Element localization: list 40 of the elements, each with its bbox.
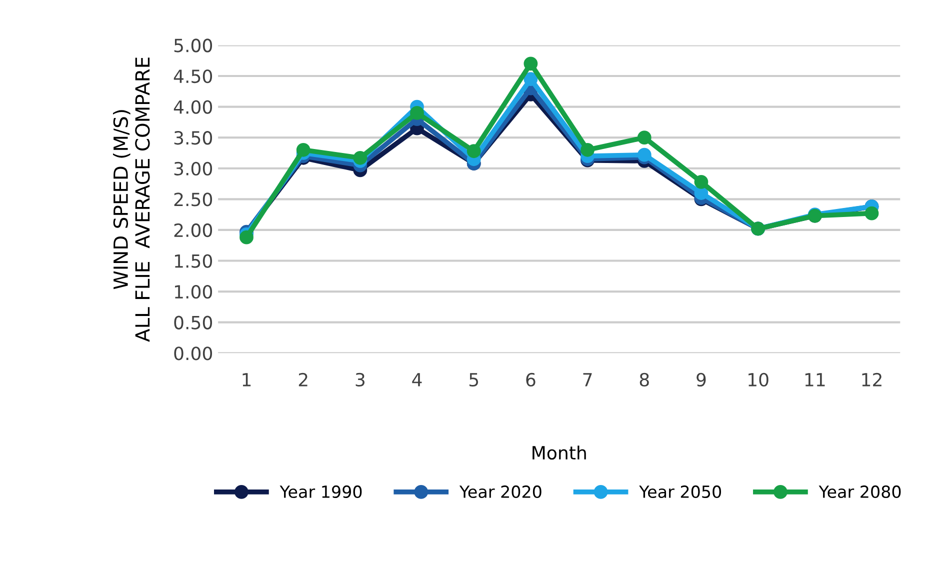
y-tick-label: 1.00 [175, 285, 212, 299]
x-tick-label: 3 [356, 372, 364, 387]
y-tick-label: 5.00 [174, 38, 212, 52]
point [637, 148, 652, 162]
x-tick-label: 6 [526, 372, 536, 387]
y-tick-label: 2.50 [174, 192, 212, 206]
y-tick-label: 3.00 [174, 162, 212, 176]
y-tick-label: 0.50 [174, 316, 212, 330]
y-tick-label: 4.50 [174, 69, 212, 84]
point [296, 142, 310, 157]
y-tick-label: 2.00 [174, 223, 212, 238]
x-tick-label: 5 [470, 373, 478, 387]
point [466, 144, 481, 158]
point [580, 142, 594, 157]
point [524, 72, 538, 86]
point [694, 174, 708, 189]
x-tick-label: 12 [862, 372, 882, 386]
y-axis-title: WIND SPEED (M/S) ALL FLIE AVERAGE COMPARE [113, 58, 150, 342]
legend-label: Year 1990 [280, 485, 362, 498]
legend-label: Year 2080 [818, 485, 901, 498]
y-tick-label: 1.50 [175, 254, 212, 268]
legend-label: Year 2020 [459, 485, 542, 498]
point [864, 206, 879, 220]
y-tick-label: 4.00 [174, 100, 212, 114]
x-axis-title: Month [532, 446, 586, 460]
x-tick-label: 11 [805, 373, 825, 386]
point [524, 56, 538, 71]
point [353, 150, 368, 165]
x-tick-label: 8 [640, 372, 649, 387]
legend-label: Year 2050 [639, 485, 722, 498]
point [637, 130, 652, 145]
point [410, 106, 424, 120]
x-tick-label: 4 [412, 373, 422, 386]
x-tick-label: 2 [298, 372, 308, 386]
y-tick-label: 3.50 [174, 131, 212, 145]
x-tick-label: 7 [583, 373, 592, 386]
x-tick-label: 9 [696, 372, 706, 387]
x-tick-label: 10 [748, 372, 768, 387]
x-tick-label: 1 [242, 373, 251, 386]
y-tick-label: 0.00 [174, 346, 212, 360]
